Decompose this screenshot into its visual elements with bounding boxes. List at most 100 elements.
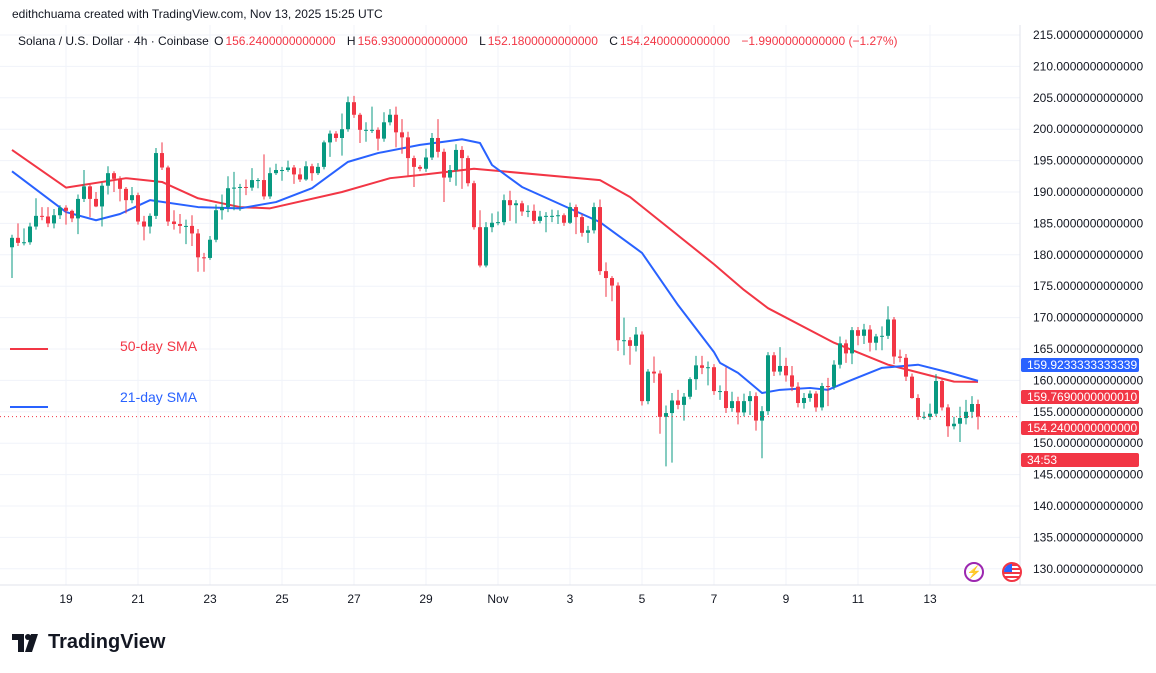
candle bbox=[280, 166, 284, 181]
sma50-label: 50-day SMA bbox=[120, 338, 198, 354]
chart-credit: edithchuama created with TradingView.com… bbox=[12, 7, 383, 21]
candle bbox=[682, 392, 686, 421]
candle bbox=[478, 210, 482, 268]
candle-body bbox=[730, 401, 734, 409]
candle bbox=[964, 399, 968, 425]
candle bbox=[196, 229, 200, 272]
bar-countdown: 34:53 bbox=[1021, 453, 1139, 467]
open-label: O bbox=[214, 34, 224, 48]
candle bbox=[826, 377, 830, 407]
candle bbox=[370, 106, 374, 133]
price-tick-label: 180.0000000000000 bbox=[1033, 248, 1143, 262]
low-label: L bbox=[479, 34, 486, 48]
us-flag-icon[interactable] bbox=[1002, 562, 1022, 582]
candle bbox=[886, 306, 890, 339]
candle bbox=[472, 180, 476, 230]
price-tick-label: 150.0000000000000 bbox=[1033, 436, 1143, 450]
candle-body bbox=[958, 418, 962, 424]
candle bbox=[580, 213, 584, 237]
tradingview-logo[interactable]: TradingView bbox=[12, 631, 165, 654]
candle bbox=[652, 356, 656, 383]
candle bbox=[286, 160, 290, 172]
candle-body bbox=[10, 237, 14, 248]
candle-body bbox=[454, 149, 458, 171]
candle bbox=[22, 228, 26, 246]
candle-body bbox=[580, 217, 584, 233]
candle-body bbox=[466, 158, 470, 184]
candle-body bbox=[448, 170, 452, 178]
candle bbox=[82, 170, 86, 203]
logo-text: TradingView bbox=[48, 631, 166, 653]
time-tick-label: 11 bbox=[852, 592, 865, 606]
time-tick-label: 5 bbox=[639, 592, 646, 606]
lightning-alert-icon[interactable]: ⚡ bbox=[964, 562, 984, 582]
candle-body bbox=[322, 142, 326, 167]
price-chart[interactable]: 215.0000000000000 210.0000000000000 205.00… bbox=[0, 0, 1156, 620]
candle-body bbox=[82, 186, 86, 199]
candle-body bbox=[178, 224, 182, 226]
candle bbox=[778, 347, 782, 376]
candle-body bbox=[910, 376, 914, 398]
candle-body bbox=[22, 242, 26, 244]
candle-body bbox=[826, 386, 830, 388]
close-label: C bbox=[609, 34, 618, 48]
candle bbox=[460, 146, 464, 189]
price-tick-label: 200.0000000000000 bbox=[1033, 122, 1143, 136]
candle-body bbox=[652, 371, 656, 374]
candle bbox=[154, 148, 158, 220]
candle bbox=[748, 391, 752, 415]
candle-body bbox=[232, 187, 236, 189]
candle bbox=[946, 404, 950, 437]
candle-body bbox=[100, 185, 104, 207]
candle bbox=[292, 164, 296, 184]
candle-body bbox=[190, 225, 194, 234]
candle bbox=[364, 122, 368, 142]
candle bbox=[736, 396, 740, 425]
candle bbox=[136, 192, 140, 225]
candle bbox=[238, 183, 242, 211]
candle-body bbox=[634, 334, 638, 346]
price-tick-label: 135.0000000000000 bbox=[1033, 530, 1143, 544]
candle-body bbox=[586, 230, 590, 233]
candle-body bbox=[574, 207, 578, 218]
candle bbox=[550, 209, 554, 223]
candle bbox=[304, 161, 308, 181]
candle bbox=[166, 165, 170, 226]
candle-body bbox=[346, 102, 350, 130]
candle-body bbox=[382, 122, 386, 139]
candle-body bbox=[196, 233, 200, 258]
sma21-price-badge: 159.9233333333339 bbox=[1021, 358, 1139, 372]
time-axis: 19 21 23 25 27 29 Nov 3 5 7 9 11 13 bbox=[59, 592, 937, 606]
candle-body bbox=[208, 239, 212, 258]
candle-body bbox=[508, 200, 512, 206]
candle-body bbox=[658, 373, 662, 417]
candle-body bbox=[388, 114, 392, 123]
time-tick-label: 3 bbox=[567, 592, 574, 606]
candle bbox=[760, 406, 764, 459]
close-value: 154.2400000000000 bbox=[619, 34, 731, 48]
candle-body bbox=[118, 178, 122, 189]
candle bbox=[112, 171, 116, 192]
candle-body bbox=[538, 216, 542, 221]
candle-body bbox=[874, 336, 878, 343]
sma50-price-badge: 159.7690000000010 bbox=[1021, 390, 1139, 404]
candles bbox=[10, 95, 980, 467]
candle-body bbox=[970, 404, 974, 412]
candle-body bbox=[706, 367, 710, 369]
candle-body bbox=[142, 221, 146, 227]
candle-body bbox=[34, 215, 38, 227]
candle bbox=[226, 176, 230, 213]
candle bbox=[922, 411, 926, 420]
candle bbox=[670, 392, 674, 463]
candle-body bbox=[598, 207, 602, 272]
symbol-title[interactable]: Solana / U.S. Dollar · 4h · Coinbase bbox=[18, 34, 209, 48]
candle bbox=[244, 179, 248, 196]
candle bbox=[400, 119, 404, 154]
candle bbox=[526, 205, 530, 218]
candle-body bbox=[94, 198, 98, 207]
candle bbox=[124, 186, 128, 214]
candle bbox=[58, 205, 62, 220]
candle-body bbox=[430, 137, 434, 158]
candle bbox=[214, 204, 218, 243]
candle bbox=[832, 360, 836, 390]
